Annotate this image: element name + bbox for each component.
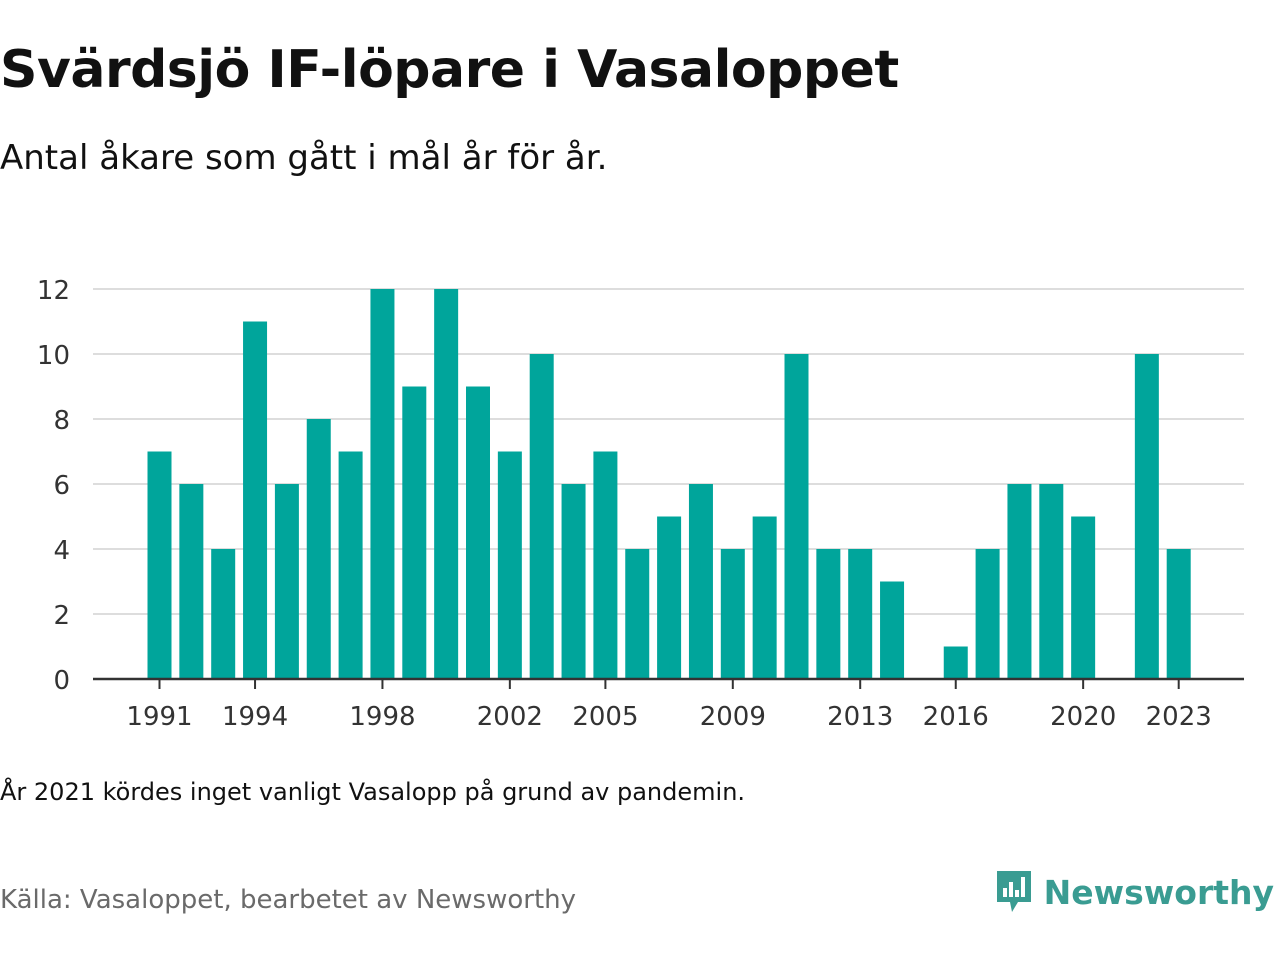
brand-name: Newsworthy <box>1043 872 1274 912</box>
bar <box>1039 484 1064 679</box>
bar <box>338 451 363 679</box>
bar <box>147 451 172 679</box>
x-tick-label: 2013 <box>827 702 893 732</box>
bar <box>466 386 490 679</box>
x-tick-label: 2005 <box>572 702 638 732</box>
bar <box>1166 549 1191 679</box>
chart-subtitle: Antal åkare som gått i mål år för år. <box>0 138 608 178</box>
bar <box>561 484 586 679</box>
y-tick-label: 0 <box>53 666 70 696</box>
bar <box>688 484 713 679</box>
chart-note: År 2021 kördes inget vanligt Vasalopp på… <box>0 778 746 806</box>
bar-chart: 0 2 4 6 8 10 12 1991 1994 1998 2002 2005 2009 2013 201… <box>37 276 1244 732</box>
bar <box>1071 516 1096 679</box>
bar <box>179 484 204 679</box>
bar <box>593 451 618 679</box>
x-tick-label: 1991 <box>126 702 192 732</box>
bar <box>816 549 841 679</box>
axes: 0 2 4 6 8 10 12 1991 1994 1998 2002 2005 2009 2013 201… <box>37 276 1244 732</box>
x-tick-label: 2002 <box>477 702 543 732</box>
y-tick-label: 10 <box>37 341 70 371</box>
bar <box>434 289 459 679</box>
bar <box>848 549 873 679</box>
bar <box>943 646 968 679</box>
x-tick-label: 2009 <box>700 702 766 732</box>
bar <box>1134 354 1159 679</box>
y-tick-label: 2 <box>53 601 70 631</box>
chart-title: Svärdsjö IF-löpare i Vasaloppet <box>0 40 899 100</box>
bar <box>370 289 395 679</box>
brand-logo: Newsworthy <box>994 868 1274 916</box>
bar <box>625 549 650 679</box>
bar <box>211 549 236 679</box>
source-text: Källa: Vasaloppet, bearbetet av Newswort… <box>0 885 576 915</box>
x-tick-label: 1998 <box>349 702 415 732</box>
bar <box>497 451 522 679</box>
bar <box>657 516 682 679</box>
x-tick-label: 2020 <box>1050 702 1116 732</box>
y-tick-label: 12 <box>37 276 70 306</box>
bar <box>975 549 1000 679</box>
y-tick-label: 6 <box>53 471 70 501</box>
bar <box>529 354 554 679</box>
x-tick-label: 1994 <box>222 702 288 732</box>
bar <box>306 419 331 679</box>
x-tick-label: 2016 <box>923 702 989 732</box>
bar <box>720 549 745 679</box>
bar <box>752 516 777 679</box>
bar <box>784 354 809 679</box>
bar <box>402 386 427 679</box>
y-tick-label: 4 <box>53 536 70 566</box>
y-tick-label: 8 <box>53 406 70 436</box>
bar <box>274 484 299 679</box>
x-tick-label: 2023 <box>1146 702 1212 732</box>
bar <box>1007 484 1032 679</box>
newsworthy-logo-icon <box>996 871 1031 912</box>
bar <box>880 581 905 679</box>
bar <box>243 321 268 679</box>
bars <box>147 289 1191 679</box>
